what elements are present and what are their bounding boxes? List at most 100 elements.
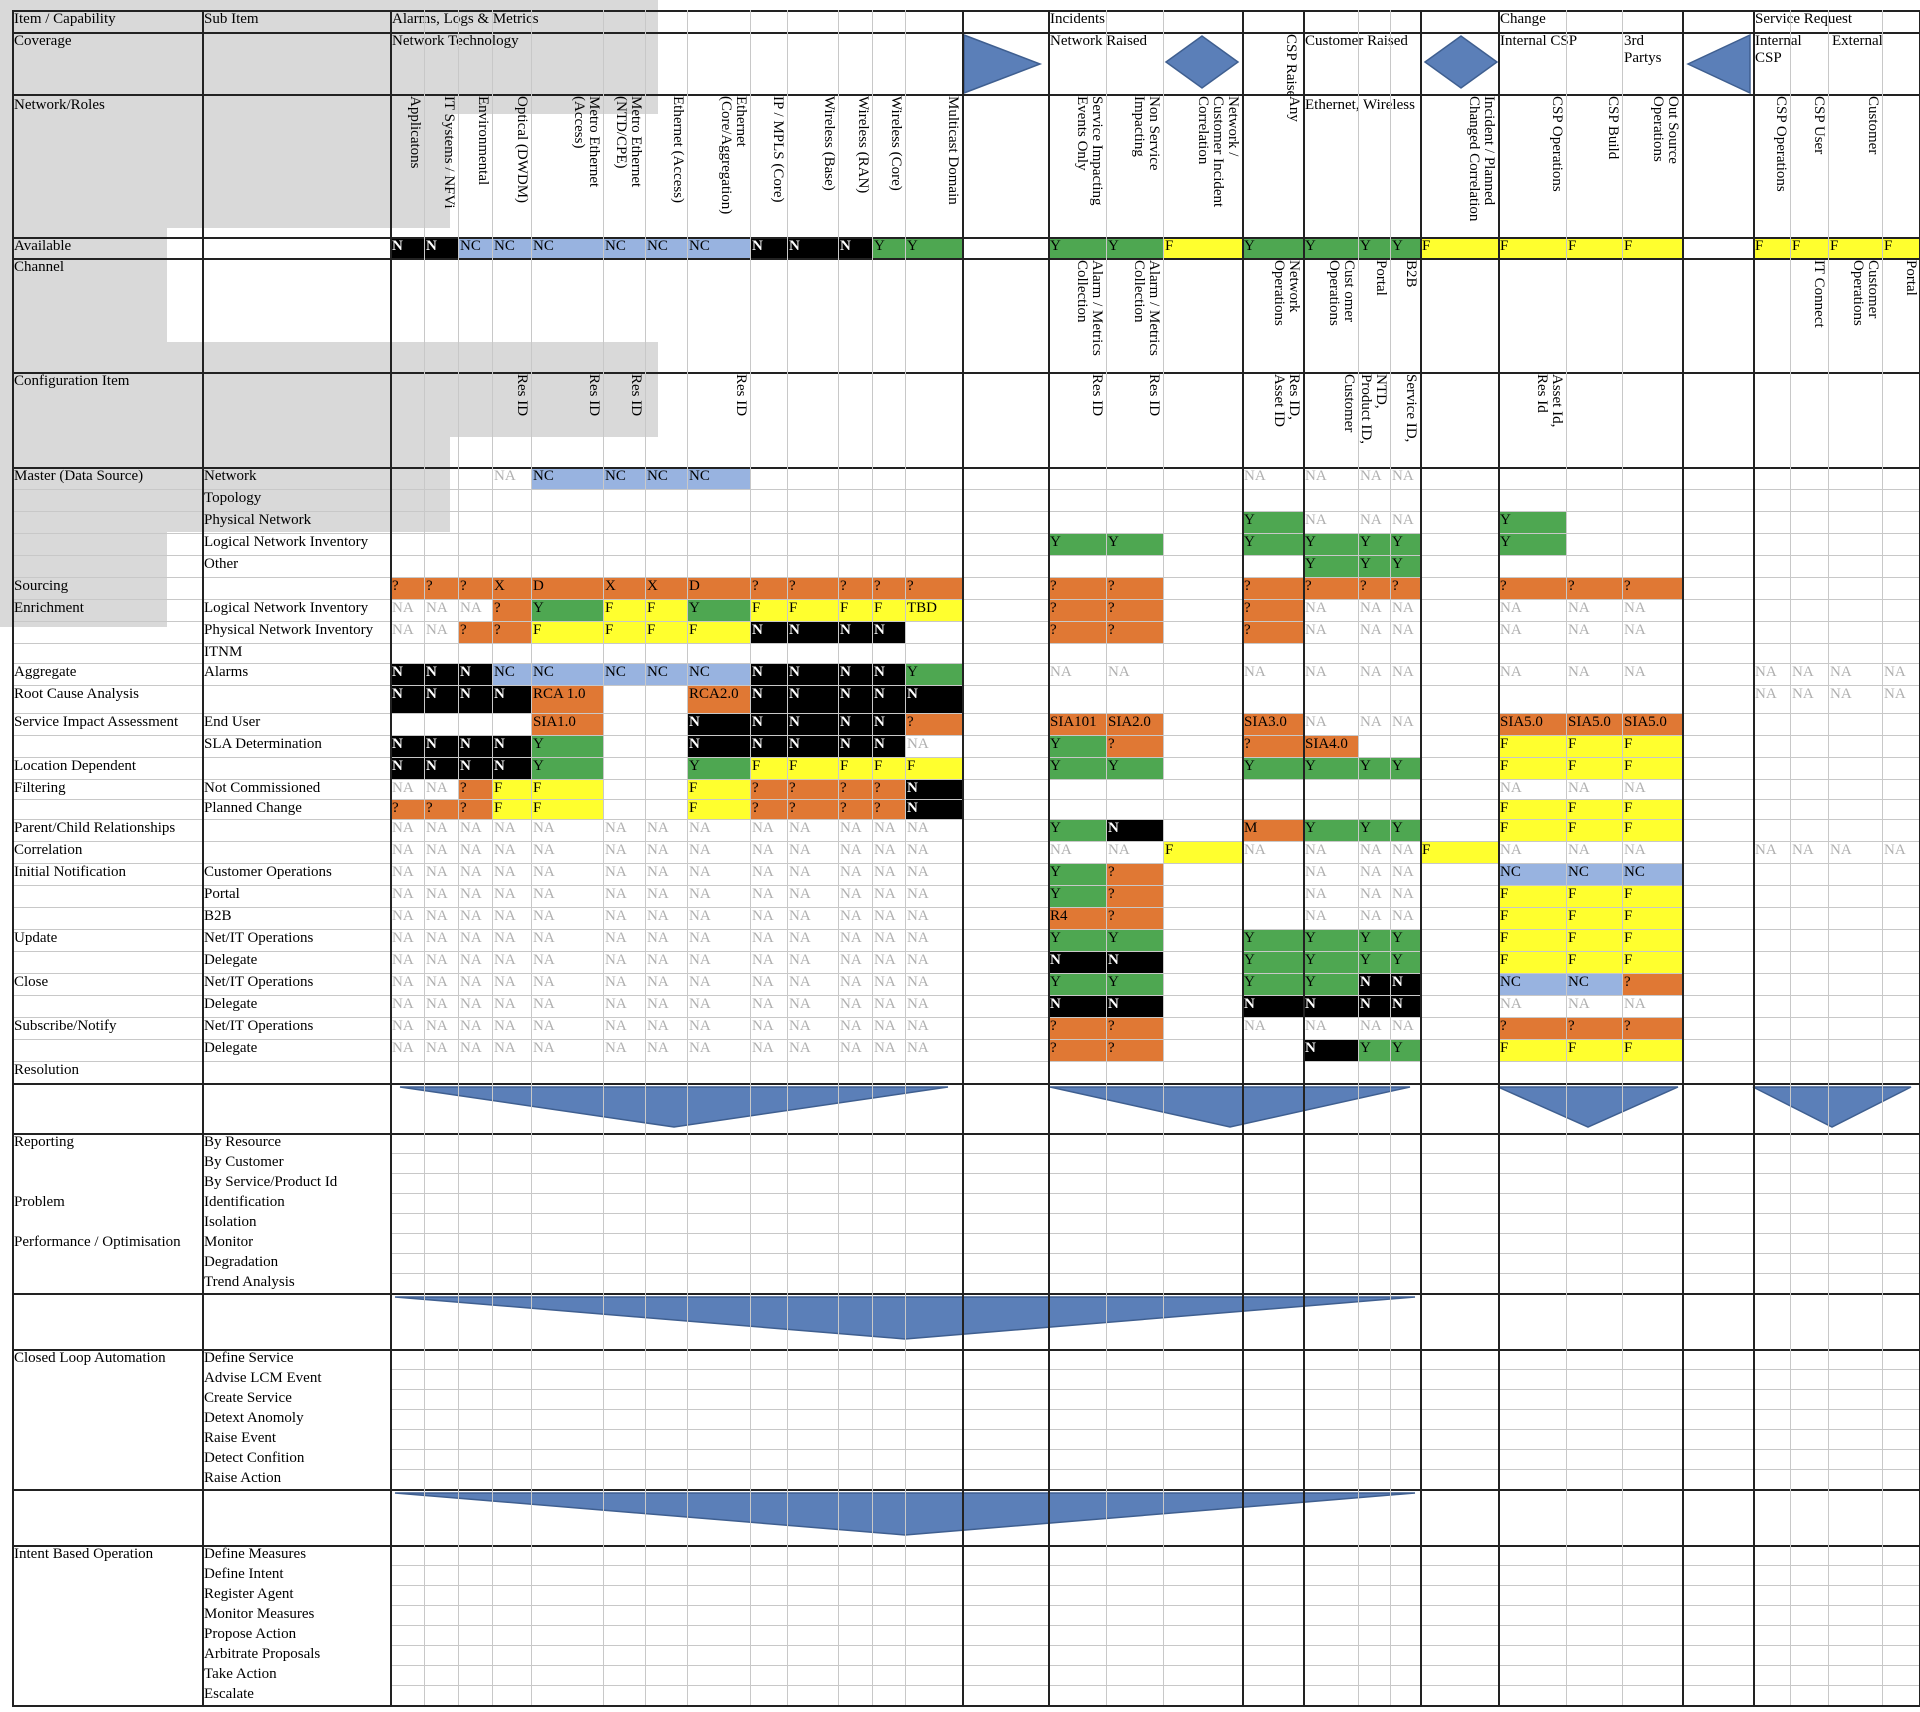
- cell-r18-c27: NA: [1790, 841, 1828, 863]
- cell-r15-c1: NA: [424, 779, 458, 799]
- cell-r10-c15: NA: [1106, 663, 1163, 685]
- cell-r7-c11: F: [872, 599, 905, 621]
- cell-r10-c27: NA: [1790, 663, 1828, 685]
- cell-r14-c10: F: [838, 757, 872, 779]
- cell-r23-c20: Y: [1390, 951, 1420, 973]
- cell-r0-c27: F: [1790, 237, 1828, 258]
- cell-r24-c2: NA: [458, 973, 492, 995]
- cell-r27-c4: NA: [531, 1039, 603, 1061]
- cell-r14-c23: F: [1566, 757, 1622, 779]
- row-item-10: Aggregate: [12, 663, 202, 685]
- vline-col-5: [603, 10, 604, 1705]
- cell-r22-c12: NA: [905, 929, 962, 951]
- cell-r17-c23: F: [1566, 819, 1622, 841]
- cell-r26-c12: NA: [905, 1017, 962, 1039]
- hline-lower: [390, 1585, 1920, 1586]
- cell-r17-c18: Y: [1303, 819, 1358, 841]
- cell-r20-c1: NA: [424, 885, 458, 907]
- hline-hdr-0: [12, 10, 1920, 12]
- cell-r21-c7: NA: [687, 907, 750, 929]
- hline-band-top-3: [12, 1293, 1920, 1295]
- row-sub-25: Delegate: [202, 995, 390, 1017]
- header-change: Change: [1498, 10, 1698, 32]
- column-header-11: Wireless (Core): [872, 94, 905, 237]
- cell-r14-c0: N: [390, 757, 424, 779]
- cell-r6-c10: ?: [838, 577, 872, 599]
- cell-r25-c8: NA: [750, 995, 787, 1017]
- hline-row-19: [12, 885, 1920, 886]
- vline-col-1: [424, 10, 425, 1705]
- row-sub-19: Customer Operations: [202, 863, 390, 885]
- cell-r8-c15: ?: [1106, 621, 1163, 643]
- cell-r0-c26: F: [1753, 237, 1790, 258]
- row-sub-18: [202, 841, 390, 863]
- cell-r25-c12: NA: [905, 995, 962, 1017]
- cell-r26-c8: NA: [750, 1017, 787, 1039]
- cell-r23-c1: NA: [424, 951, 458, 973]
- cell-r23-c4: NA: [531, 951, 603, 973]
- row-sub-20: Portal: [202, 885, 390, 907]
- column-header-10-text: Wireless (RAN): [855, 96, 870, 193]
- cell-r21-c12: NA: [905, 907, 962, 929]
- cell-r5-c18: Y: [1303, 555, 1358, 577]
- hline-row-5: [12, 577, 1920, 578]
- hline-hdr-4: [12, 258, 1920, 260]
- cell-r25-c0: NA: [390, 995, 424, 1017]
- cell-r14-c8: F: [750, 757, 787, 779]
- cell-r11-c2: N: [458, 685, 492, 713]
- cell-r27-c10: NA: [838, 1039, 872, 1061]
- cell-r0-c11: Y: [872, 237, 905, 258]
- cell-r21-c11: NA: [872, 907, 905, 929]
- hline-lower: [390, 1369, 1920, 1370]
- row-sub-22: Net/IT Operations: [202, 929, 390, 951]
- cell-r20-c4: NA: [531, 885, 603, 907]
- lower-item-4: Intent Based Operation: [12, 1545, 202, 1565]
- vline-col-18: [1303, 10, 1305, 1705]
- cell-r26-c19: NA: [1358, 1017, 1390, 1039]
- hline-band-4: [12, 1545, 1920, 1547]
- column-header-17-text: Any: [1286, 96, 1301, 122]
- row-sub-27: Delegate: [202, 1039, 390, 1061]
- row-item-28: Resolution: [12, 1061, 202, 1083]
- cell-r8-c18: NA: [1303, 621, 1358, 643]
- cell-r11-c1: N: [424, 685, 458, 713]
- cell-r0-c17: Y: [1242, 237, 1303, 258]
- cell-r23-c11: NA: [872, 951, 905, 973]
- cell-r17-c7: NA: [687, 819, 750, 841]
- cell-r15-c12: N: [905, 779, 962, 799]
- cell-r3-c17: Y: [1242, 511, 1303, 533]
- cell-r5-c19: Y: [1358, 555, 1390, 577]
- column-header-22: CSP Operations: [1498, 94, 1566, 237]
- cell-r19-c2: NA: [458, 863, 492, 885]
- channel-28-text: Customer Operations: [1850, 260, 1880, 326]
- cell-r25-c9: NA: [787, 995, 838, 1017]
- cell-r24-c7: NA: [687, 973, 750, 995]
- cell-r6-c18: ?: [1303, 577, 1358, 599]
- hline-lower: [390, 1389, 1920, 1390]
- cell-r18-c22: NA: [1498, 841, 1566, 863]
- cell-r14-c7: Y: [687, 757, 750, 779]
- ci-19: NTD, Product ID,: [1358, 372, 1390, 467]
- cell-r18-c3: NA: [492, 841, 531, 863]
- hline-row-17: [12, 841, 1920, 842]
- row-sub-8: Physical Network Inventory: [202, 621, 390, 643]
- cell-r10-c29: NA: [1882, 663, 1920, 685]
- hline-row-3: [12, 533, 1920, 534]
- hline-row-22: [12, 951, 1920, 952]
- cell-r13-c4: Y: [531, 735, 603, 757]
- cell-r20-c18: NA: [1303, 885, 1358, 907]
- cell-r18-c18: NA: [1303, 841, 1358, 863]
- vline-col-22: [1498, 10, 1500, 1705]
- cell-r7-c17: ?: [1242, 599, 1303, 621]
- cell-r26-c6: NA: [645, 1017, 687, 1039]
- cell-r0-c4: NC: [531, 237, 603, 258]
- cell-r17-c8: NA: [750, 819, 787, 841]
- cell-r24-c22: NC: [1498, 973, 1566, 995]
- roles-ethernet-wireless: Ethernet, Wireless: [1303, 96, 1423, 140]
- cell-r0-c14: Y: [1048, 237, 1106, 258]
- ci-15-text: Res ID: [1146, 374, 1161, 416]
- cell-r27-c20: Y: [1390, 1039, 1420, 1061]
- ci-19-text: NTD, Product ID,: [1358, 374, 1388, 444]
- cell-r0-c15: Y: [1106, 237, 1163, 258]
- cell-r18-c8: NA: [750, 841, 787, 863]
